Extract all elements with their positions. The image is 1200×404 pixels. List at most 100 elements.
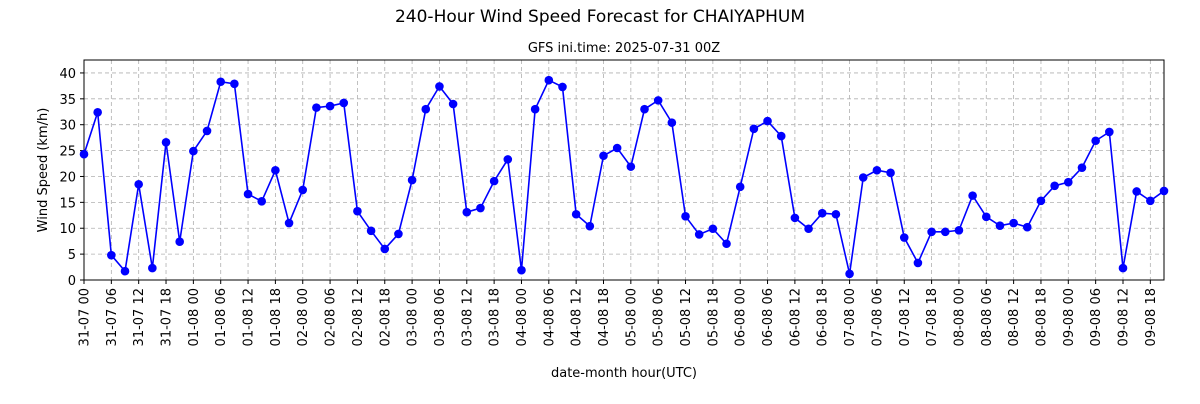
- data-point: [640, 104, 649, 114]
- data-point: [694, 230, 704, 239]
- x-tick-label: 07-08 00: [843, 288, 858, 346]
- data-point: [845, 269, 854, 279]
- axes: [83, 59, 1165, 281]
- y-tick-label: 30: [59, 119, 76, 134]
- y-tick-label: 5: [68, 248, 76, 263]
- x-tick-label: 04-08 12: [570, 288, 585, 346]
- x-tick-label: 09-08 18: [1144, 288, 1159, 346]
- data-point: [489, 176, 499, 186]
- data-point: [148, 263, 157, 273]
- plot-frame: [83, 59, 1165, 281]
- data-point: [448, 99, 458, 109]
- data-point: [421, 104, 431, 114]
- data-point: [681, 212, 690, 221]
- x-tick-label: 07-08 06: [870, 288, 885, 346]
- data-point: [954, 226, 964, 235]
- data-point: [913, 258, 923, 268]
- x-tick-label: 03-08 12: [460, 288, 475, 346]
- data-point: [530, 104, 540, 114]
- x-tick-label: 09-08 06: [1089, 288, 1104, 346]
- data-point: [271, 165, 280, 175]
- data-point: [107, 250, 116, 260]
- data-point: [476, 203, 485, 213]
- data-point: [626, 162, 636, 171]
- x-tick-label: 03-08 06: [433, 288, 448, 346]
- x-tick-label: 07-08 12: [898, 288, 913, 346]
- data-point: [503, 155, 513, 164]
- y-tick-label: 40: [59, 67, 76, 82]
- data-point: [858, 173, 868, 182]
- data-point: [831, 209, 841, 219]
- data-point: [1077, 163, 1087, 172]
- x-tick-label: 31-07 12: [132, 288, 147, 346]
- data-point: [940, 227, 950, 237]
- data-point: [366, 226, 376, 236]
- data-point: [927, 227, 936, 237]
- data-point: [722, 239, 731, 249]
- data-point: [120, 266, 130, 276]
- data-point: [599, 151, 608, 161]
- data-point: [776, 131, 786, 141]
- y-tick-label: 25: [59, 145, 76, 160]
- x-tick-label: 04-08 06: [542, 288, 557, 346]
- data-point: [995, 221, 1005, 230]
- data-point: [558, 82, 567, 92]
- y-tick-label: 10: [59, 222, 76, 237]
- data-point: [243, 189, 253, 199]
- chart-subtitle: GFS ini.time: 2025-07-31 00Z: [528, 41, 720, 56]
- data-point: [257, 197, 267, 206]
- x-tick-label: 05-08 12: [679, 288, 694, 346]
- data-point: [517, 265, 526, 275]
- data-point: [1036, 196, 1046, 206]
- x-tick-label: 06-08 12: [788, 288, 803, 346]
- x-tick-label: 08-08 18: [1034, 288, 1049, 346]
- x-ticks: 31-07 00 31-07 06 31-07 12 31-07 18 01-08 00…: [78, 280, 1159, 346]
- x-tick-label: 05-08 00: [624, 288, 639, 346]
- grid-lines: [83, 60, 1164, 281]
- data-point: [1132, 187, 1141, 196]
- data-point: [571, 209, 581, 219]
- data-point: [735, 182, 745, 192]
- data-point: [202, 126, 212, 136]
- data-point: [790, 213, 800, 223]
- x-tick-label: 09-08 00: [1062, 288, 1077, 346]
- x-tick-label: 01-08 18: [269, 288, 284, 346]
- data-point: [298, 185, 308, 195]
- data-point: [585, 221, 595, 231]
- data-point: [407, 175, 417, 185]
- data-point: [981, 212, 991, 222]
- data-point: [339, 98, 349, 108]
- data-point: [1022, 222, 1032, 232]
- data-point: [1118, 263, 1128, 273]
- data-point: [189, 146, 198, 156]
- data-point: [216, 77, 226, 87]
- x-tick-label: 02-08 18: [378, 288, 393, 346]
- data-point: [134, 179, 143, 189]
- data-point: [93, 107, 102, 117]
- data-point: [872, 165, 882, 175]
- x-tick-label: 03-08 18: [488, 288, 503, 346]
- data-point: [1105, 127, 1114, 137]
- x-tick-label: 05-08 18: [706, 288, 721, 346]
- data-series: [79, 75, 1169, 279]
- data-point: [749, 124, 759, 134]
- data-point: [284, 218, 294, 228]
- data-point: [79, 149, 89, 159]
- x-tick-label: 07-08 18: [925, 288, 940, 346]
- x-tick-label: 02-08 12: [351, 288, 366, 346]
- x-tick-label: 02-08 06: [324, 288, 339, 346]
- data-point: [667, 118, 677, 127]
- data-point: [175, 237, 184, 246]
- data-point: [1159, 186, 1169, 196]
- data-point: [817, 208, 827, 218]
- data-point: [968, 191, 977, 200]
- x-tick-label: 04-08 18: [597, 288, 612, 346]
- data-point: [1050, 181, 1059, 191]
- x-tick-label: 04-08 00: [515, 288, 530, 346]
- x-tick-label: 08-08 06: [980, 288, 995, 346]
- data-point: [804, 224, 813, 234]
- data-point: [325, 101, 335, 111]
